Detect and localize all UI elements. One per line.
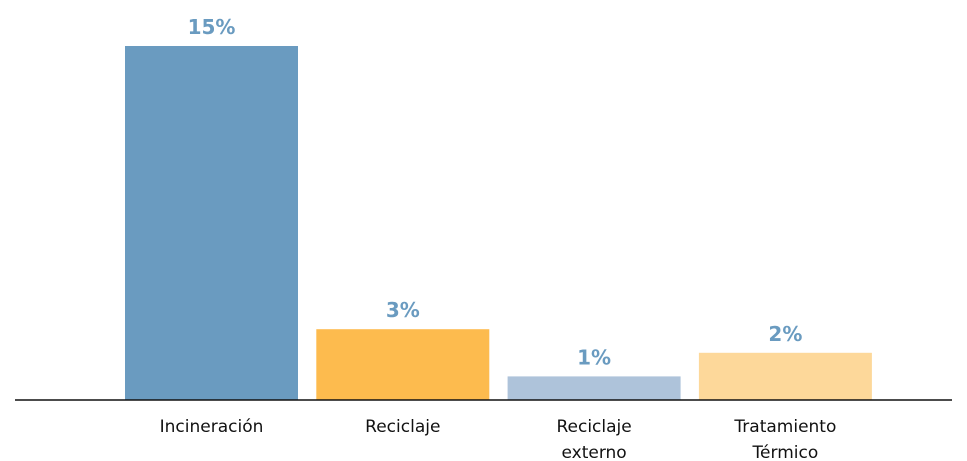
category-label-1-line-0: Reciclaje	[365, 417, 440, 437]
category-label-2-line-0: Reciclaje	[556, 417, 631, 437]
value-label-0: 15%	[188, 15, 236, 39]
category-label-0-line-0: Incineración	[160, 417, 264, 437]
value-label-3: 2%	[768, 322, 802, 346]
value-label-1: 3%	[386, 298, 420, 322]
category-label-3-line-1: Térmico	[752, 443, 819, 461]
bar-1	[316, 329, 490, 400]
value-label-2: 1%	[577, 345, 611, 369]
bar-0	[125, 46, 298, 400]
bar-3	[698, 352, 872, 400]
category-labels-group: Incineración Reciclaje Reciclaje externo Tra…	[160, 417, 837, 461]
bars-group	[125, 46, 872, 400]
bar-2	[507, 376, 681, 400]
category-label-2-line-1: externo	[561, 443, 626, 461]
category-label-3-line-0: Tratamiento	[733, 417, 836, 437]
value-labels-group: 15% 3% 1% 2%	[188, 15, 803, 369]
